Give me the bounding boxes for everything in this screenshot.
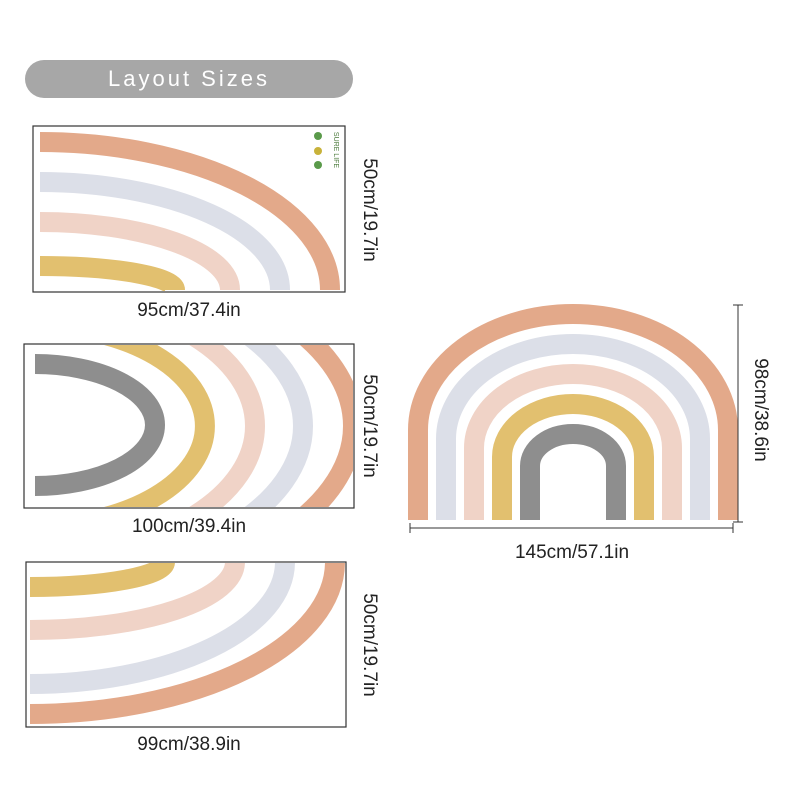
title-pill <box>25 60 353 98</box>
rainbow-part <box>29 563 345 724</box>
height-label: 50cm/19.7in <box>359 158 380 262</box>
width-label: 95cm/37.4in <box>137 300 241 321</box>
rainbow-part <box>39 132 340 291</box>
full-rainbow <box>408 304 738 520</box>
width-label: 99cm/38.9in <box>137 734 241 755</box>
width-label: 100cm/39.4in <box>132 516 246 537</box>
height-label: 50cm/19.7in <box>359 593 380 697</box>
logo-icon <box>314 132 322 140</box>
width-label: 145cm/57.1in <box>515 542 629 563</box>
logo-icon <box>314 161 322 169</box>
dimension-lines <box>409 304 743 533</box>
title: Layout Sizes <box>108 66 270 91</box>
logo: SURE LIFE <box>332 132 339 169</box>
height-label: 98cm/38.6in <box>750 358 771 462</box>
rainbow-part <box>34 345 353 507</box>
height-label: 50cm/19.7in <box>359 374 380 478</box>
logo-icon <box>314 147 322 155</box>
